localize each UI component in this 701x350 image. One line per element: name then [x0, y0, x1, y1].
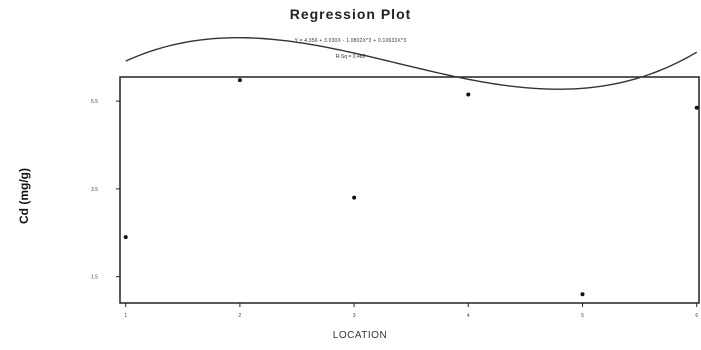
y-tick-label: 3.5 [91, 187, 98, 193]
y-tick-label: 1.5 [91, 275, 98, 281]
x-tick-label: 3 [353, 313, 356, 319]
axis-ticks: 1 2 3 4 5 6 1.5 3.5 5.5 [91, 99, 698, 319]
data-point [237, 78, 242, 83]
x-tick-label: 1 [124, 313, 127, 319]
plot-frame [119, 76, 700, 304]
r-squared: R-Sq = 0.486 [335, 54, 366, 60]
x-tick-label: 2 [239, 313, 242, 319]
y-tick-label: 5.5 [91, 99, 98, 105]
x-tick-label: 6 [695, 313, 698, 319]
data-points [123, 78, 699, 297]
chart-title: Regression Plot [289, 6, 412, 22]
data-point [123, 235, 128, 240]
fit-curve [125, 36, 698, 90]
data-point [352, 195, 357, 200]
data-point [694, 105, 699, 110]
data-point [466, 92, 471, 97]
x-tick-label: 5 [581, 313, 584, 319]
x-axis-label: LOCATION [332, 330, 388, 341]
data-point [580, 292, 585, 297]
x-tick-label: 4 [467, 313, 470, 319]
regression-equation: Y = 4.356 + 3.030X - 1.0802X^2 + 0.10633… [294, 38, 407, 44]
